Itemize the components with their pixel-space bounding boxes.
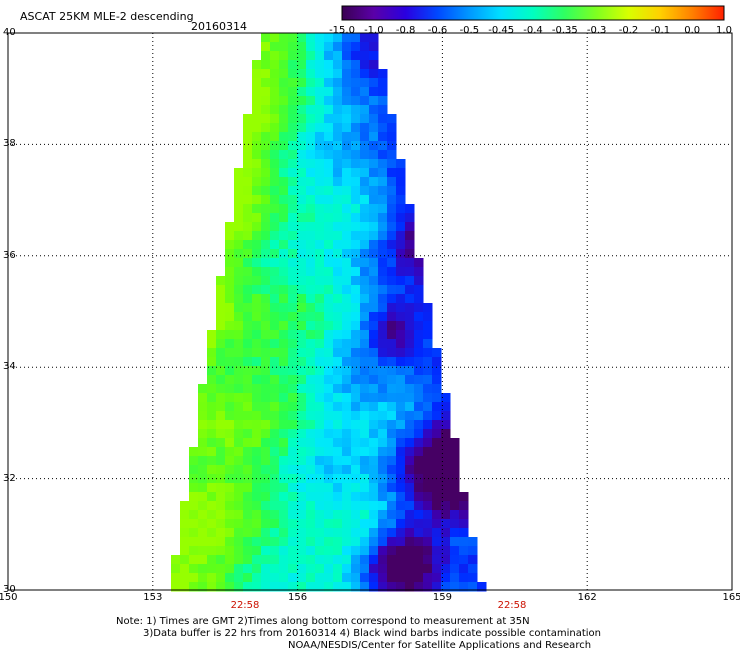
colorbar-label: -15.0	[329, 25, 355, 36]
lon-tick-label: 153	[143, 592, 163, 603]
map-date: 20160314	[191, 20, 247, 33]
lat-tick-label: 30	[3, 584, 16, 595]
colorbar-label: -1.0	[364, 25, 384, 36]
map-frame	[7, 32, 733, 591]
map-title: ASCAT 25KM MLE-2 descending	[20, 10, 194, 23]
colorbar-label: -0.6	[427, 25, 448, 36]
time-label-left: 22:58	[230, 600, 260, 611]
swath-cells	[171, 33, 487, 592]
colorbar-label: -0.45	[488, 25, 515, 36]
lat-tick-label: 34	[3, 361, 16, 373]
time-label-right: 22:58	[497, 600, 527, 611]
lat-tick-label: 40	[3, 27, 16, 38]
note-line-1: Note: 1) Times are GMT 2)Times along bot…	[116, 616, 530, 627]
colorbar-label: -0.2	[618, 25, 639, 36]
colorbar-label: -0.35	[551, 25, 578, 36]
colorbar-label: -0.5	[459, 25, 480, 36]
colorbar-label: -0.4	[523, 25, 543, 36]
colorbar-svg	[341, 5, 725, 21]
lat-tick-label: 32	[3, 472, 16, 484]
colorbar-label: 1.0	[716, 25, 732, 36]
lon-tick-label: 156	[288, 592, 308, 603]
lon-tick-label: 165	[722, 592, 740, 603]
colorbar-label: -0.3	[586, 25, 607, 36]
colorbar-label: 0.0	[684, 25, 701, 36]
colorbar-ramp	[341, 5, 725, 21]
lon-tick-label: 159	[432, 592, 452, 603]
colorbar-label: -0.1	[650, 25, 671, 36]
lon-tick-label: 150	[0, 592, 18, 603]
note-line-2: 3)Data buffer is 22 hrs from 20160314 4)…	[143, 628, 601, 639]
note-line-3: NOAA/NESDIS/Center for Satellite Applica…	[288, 640, 592, 651]
grid-lines	[8, 33, 732, 590]
lat-tick-label: 36	[3, 249, 16, 261]
colorbar-label: -0.8	[395, 25, 416, 36]
lat-tick-label: 38	[3, 138, 16, 150]
lon-tick-label: 162	[577, 592, 597, 603]
